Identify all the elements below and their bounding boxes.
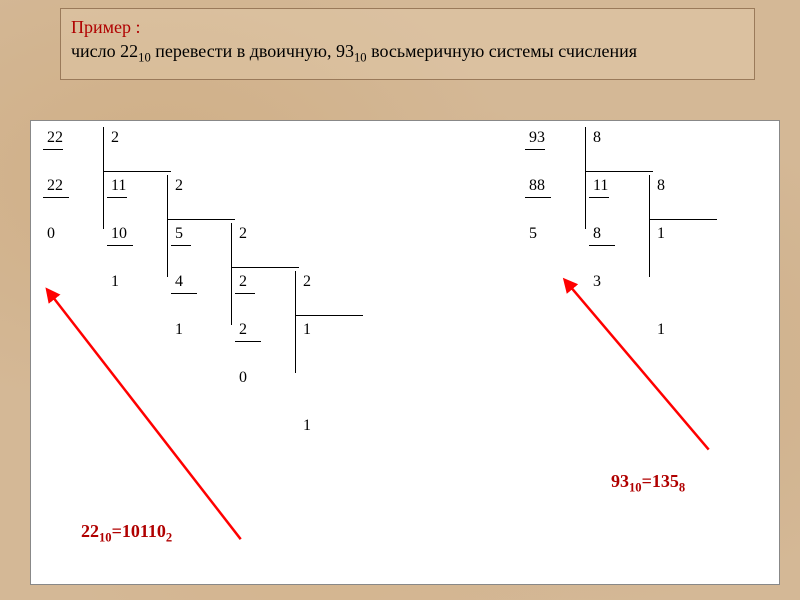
example-title: Пример : <box>71 17 141 37</box>
example-text-3: восьмеричную системы счисления <box>367 41 637 61</box>
left-result: 2210=101102 <box>81 521 172 546</box>
example-text-1: число 22 <box>71 41 138 61</box>
right-arrow <box>31 121 779 584</box>
example-sub-2: 10 <box>354 51 367 65</box>
example-text-2: перевести в двоичную, 93 <box>151 41 354 61</box>
diagram-panel: 222220112101524122201193888511883112210=… <box>30 120 780 585</box>
example-sub-1: 10 <box>138 51 151 65</box>
right-result: 9310=1358 <box>611 471 685 496</box>
example-header: Пример : число 2210 перевести в двоичную… <box>60 8 755 80</box>
